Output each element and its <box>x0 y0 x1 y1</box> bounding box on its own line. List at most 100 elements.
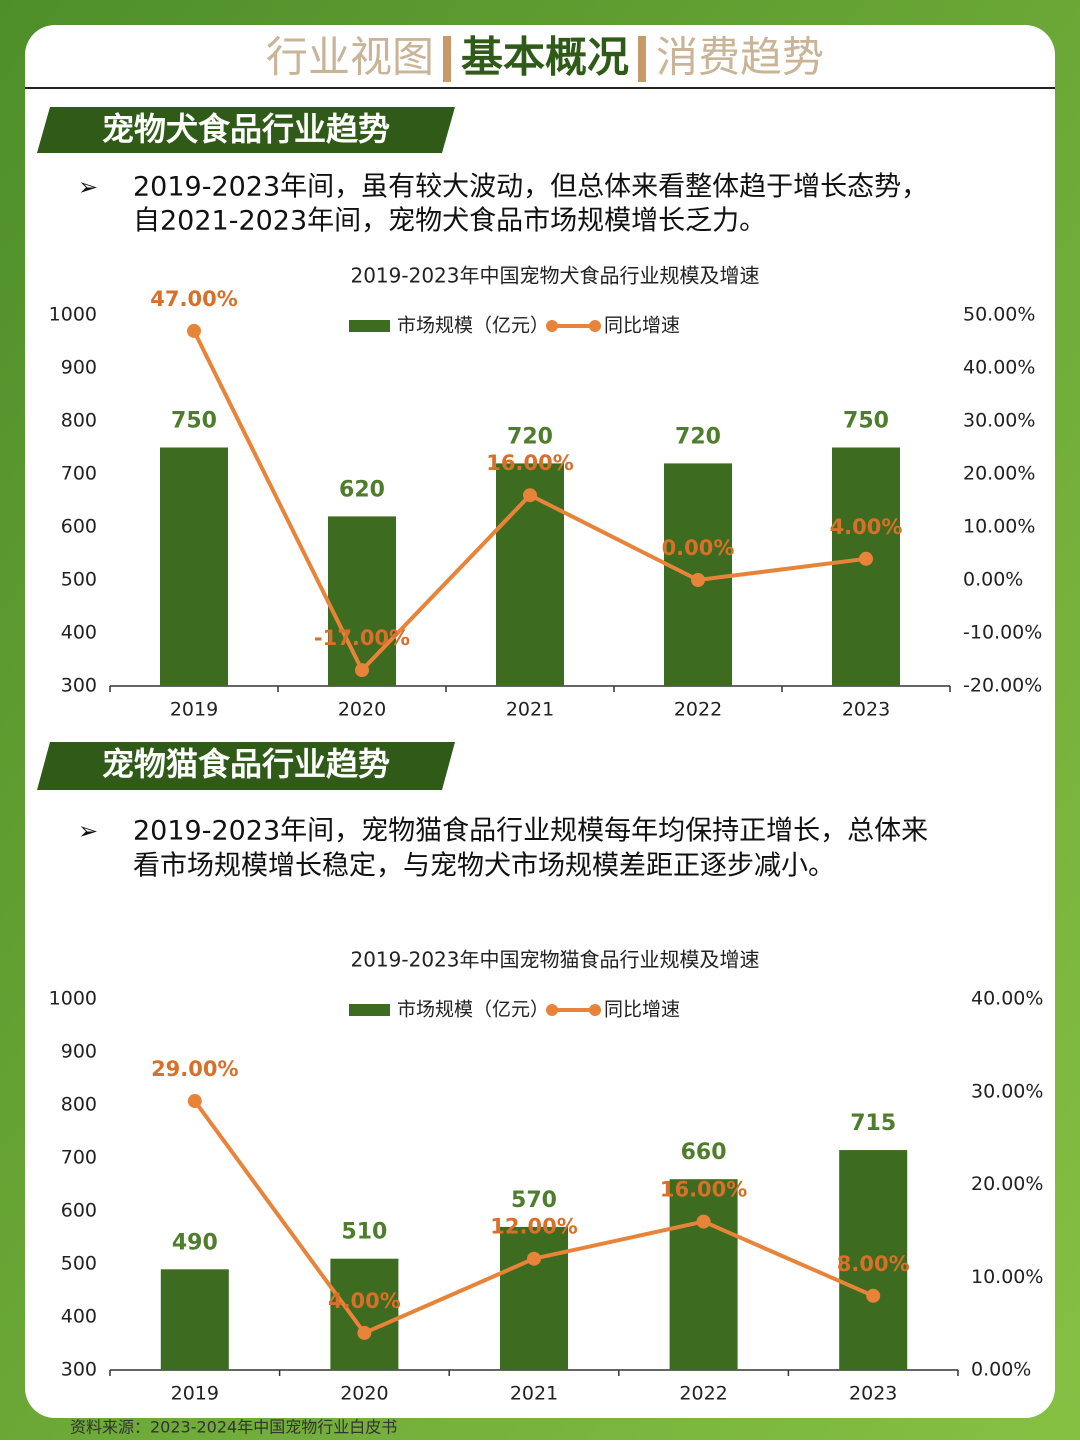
bullet-icon: ➢ <box>78 817 98 845</box>
y-tick-label: 1000 <box>49 304 97 326</box>
x-tick-label: 2021 <box>506 699 554 721</box>
bar <box>160 1269 229 1370</box>
y2-tick-label: 30.00% <box>963 410 1035 432</box>
y-tick-label: 300 <box>61 1359 97 1381</box>
line-value-label: 47.00% <box>150 287 237 311</box>
x-tick-label: 2022 <box>674 699 722 721</box>
y2-tick-label: 0.00% <box>963 569 1023 591</box>
bar <box>160 447 228 686</box>
bullet-icon: ➢ <box>78 173 98 201</box>
bar-value-label: 715 <box>850 1111 896 1136</box>
bar <box>839 1150 908 1370</box>
section-heading: 宠物犬食品行业趋势 <box>102 110 390 148</box>
x-tick-label: 2023 <box>849 1383 897 1405</box>
x-tick-label: 2021 <box>510 1383 558 1405</box>
line-value-label: 4.00% <box>328 1289 401 1313</box>
section-banner <box>37 107 455 153</box>
legend-swatch <box>349 1004 390 1016</box>
tab-separator <box>443 36 451 82</box>
y2-tick-label: 10.00% <box>963 516 1035 538</box>
y2-tick-label: 20.00% <box>963 463 1035 485</box>
y2-tick-label: -20.00% <box>963 675 1042 697</box>
bar <box>330 1258 399 1370</box>
line-value-label: 12.00% <box>490 1215 577 1239</box>
line-value-label: 16.00% <box>660 1178 747 1202</box>
legend-label: 市场规模（亿元） <box>397 999 549 1021</box>
line-value-label: 29.00% <box>151 1057 238 1081</box>
tab: 行业视图 <box>266 33 434 82</box>
y-tick-label: 600 <box>61 1200 97 1222</box>
y-tick-label: 400 <box>61 1306 97 1328</box>
chart-title: 2019-2023年中国宠物犬食品行业规模及增速 <box>350 264 759 288</box>
legend-swatch <box>589 1004 601 1016</box>
line-value-label: 0.00% <box>662 536 735 560</box>
x-tick-label: 2023 <box>842 699 890 721</box>
x-tick-label: 2020 <box>338 699 386 721</box>
x-tick-label: 2019 <box>170 699 218 721</box>
y2-tick-label: 30.00% <box>971 1080 1043 1102</box>
legend-swatch <box>546 1004 558 1016</box>
y2-tick-label: 50.00% <box>963 304 1035 326</box>
bar <box>832 447 900 686</box>
tab: 消费趋势 <box>656 33 824 82</box>
line-point <box>357 1325 372 1340</box>
y-tick-label: 500 <box>61 1253 97 1275</box>
bar-value-label: 510 <box>341 1220 387 1245</box>
x-tick-label: 2020 <box>340 1383 388 1405</box>
y-tick-label: 1000 <box>49 988 97 1010</box>
line-value-label: 16.00% <box>486 451 573 475</box>
bullet-text: 2019-2023年间，虽有较大波动，但总体来看整体趋于增长态势， <box>133 172 928 203</box>
y2-tick-label: 0.00% <box>971 1359 1031 1381</box>
line-value-label: 4.00% <box>830 515 903 539</box>
y-tick-label: 700 <box>61 1147 97 1169</box>
x-tick-label: 2019 <box>171 1383 219 1405</box>
chart-title: 2019-2023年中国宠物猫食品行业规模及增速 <box>350 948 759 972</box>
section-heading: 宠物猫食品行业趋势 <box>102 745 390 783</box>
line-point <box>691 573 705 587</box>
legend-swatch <box>349 320 390 332</box>
line-point <box>696 1214 711 1229</box>
line-value-label: -17.00% <box>314 626 410 650</box>
line-point <box>527 1251 541 1266</box>
bar-value-label: 570 <box>511 1188 557 1213</box>
y2-tick-label: 10.00% <box>971 1266 1043 1288</box>
y-tick-label: 700 <box>61 463 97 485</box>
y-tick-label: 800 <box>61 1094 97 1116</box>
bar <box>328 516 396 686</box>
y-tick-label: 900 <box>61 357 97 379</box>
y2-tick-label: 40.00% <box>971 988 1043 1010</box>
bar-value-label: 490 <box>172 1230 218 1255</box>
line-point <box>859 551 873 566</box>
y-tick-label: 600 <box>61 516 97 538</box>
x-tick-label: 2022 <box>679 1383 727 1405</box>
line-value-label: 8.00% <box>837 1252 910 1276</box>
source: 资料来源：2023-2024年中国宠物行业白皮书 <box>70 1418 397 1437</box>
legend-swatch <box>589 320 601 332</box>
bar <box>669 1179 738 1370</box>
tab-separator <box>638 36 646 82</box>
line-point <box>355 663 369 678</box>
line-point <box>523 488 537 503</box>
y-tick-label: 400 <box>61 622 97 644</box>
bar-value-label: 720 <box>675 424 721 449</box>
legend-label: 同比增速 <box>604 315 680 337</box>
tab-active: 基本概况 <box>461 33 629 82</box>
bullet-text: 看市场规模增长稳定，与宠物犬市场规模差距正逐步减小。 <box>133 851 835 882</box>
section-banner <box>37 742 455 790</box>
y-tick-label: 800 <box>61 410 97 432</box>
y2-tick-label: -10.00% <box>963 622 1042 644</box>
y2-tick-label: 20.00% <box>971 1173 1043 1195</box>
legend-swatch <box>546 320 558 332</box>
panel <box>25 25 1055 1418</box>
bar-value-label: 620 <box>339 477 385 502</box>
legend-label: 市场规模（亿元） <box>397 315 549 337</box>
y-tick-label: 500 <box>61 569 97 591</box>
y2-tick-label: 40.00% <box>963 357 1035 379</box>
legend-label: 同比增速 <box>604 999 680 1021</box>
bullet-text: 自2021-2023年间，宠物犬食品市场规模增长乏力。 <box>133 206 766 237</box>
line-point <box>187 1094 202 1109</box>
y-tick-label: 900 <box>61 1041 97 1063</box>
line-point <box>866 1288 881 1303</box>
